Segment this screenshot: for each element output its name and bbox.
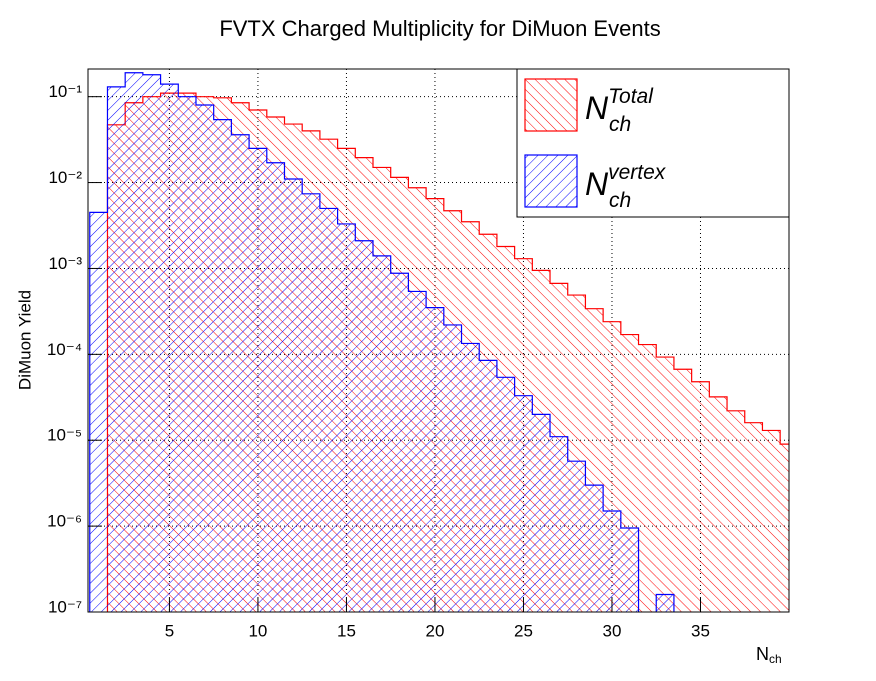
histogram-bar — [284, 179, 303, 612]
legend-label-sub: ch — [609, 113, 631, 136]
chart-title: FVTX Charged Multiplicity for DiMuon Eve… — [219, 16, 660, 41]
histogram-outline — [106, 92, 789, 612]
histogram-bar — [638, 344, 657, 612]
plot-area — [89, 72, 789, 612]
y-axis-label: DiMuon Yield — [15, 290, 34, 390]
y-tick-label: 10⁻³ — [48, 254, 82, 273]
legend-label-main: N — [585, 166, 609, 202]
histogram-bar — [744, 422, 763, 612]
histogram-bar — [496, 377, 515, 612]
histogram-bar — [213, 119, 232, 612]
histogram-bar — [355, 240, 374, 612]
histogram-bar — [390, 273, 409, 612]
histogram-bar — [195, 104, 214, 612]
x-tick-label: 25 — [514, 621, 533, 640]
histogram-bar — [780, 444, 789, 612]
histogram-bar — [709, 396, 728, 612]
histogram-bar — [443, 324, 462, 612]
histogram-bar — [461, 343, 480, 612]
histogram-bar — [550, 436, 568, 612]
x-tick-label: 10 — [248, 621, 267, 640]
x-tick-label: 5 — [165, 621, 174, 640]
y-tick-label: 10⁻⁷ — [48, 597, 82, 616]
legend-label-sup: vertex — [608, 161, 667, 184]
histogram-bar — [231, 134, 250, 612]
histogram-bar — [319, 208, 338, 612]
y-tick-label: 10⁻¹ — [48, 82, 82, 101]
histogram-bar — [673, 369, 692, 612]
histogram-bar — [125, 72, 143, 612]
histogram-bar — [603, 510, 621, 612]
x-axis-label: Nch — [756, 644, 782, 666]
histogram-bar — [656, 357, 674, 612]
legend-label: Nvertex ch — [585, 161, 667, 212]
x-tick-label: 20 — [425, 621, 444, 640]
x-axis-label-main: N — [756, 644, 769, 664]
x-axis-label-sub: ch — [769, 652, 782, 666]
histogram-bar — [426, 307, 444, 612]
histogram-bar — [532, 414, 551, 612]
histogram-bar — [160, 84, 179, 612]
histogram-bar — [249, 148, 267, 612]
histogram-bar — [142, 74, 161, 612]
histogram-bar — [107, 86, 126, 612]
histogram-bar — [514, 395, 533, 612]
histogram-bar — [408, 291, 427, 612]
x-tick-label: 15 — [337, 621, 356, 640]
histogram-bar — [620, 528, 639, 612]
plot-frame — [87, 68, 790, 613]
legend-swatch — [524, 154, 578, 208]
axes: 10⁻⁷ 10⁻⁶ 10⁻⁵ 10⁻⁴ 10⁻³ 10⁻² 10⁻¹ 5 10 15 20 25 30 3… — [47, 82, 710, 640]
legend-label-main: N — [585, 90, 609, 126]
y-tick-label: 10⁻⁵ — [47, 426, 82, 445]
histogram-bar — [762, 430, 781, 612]
histogram-bar — [585, 485, 604, 612]
legend-label-sup: Total — [608, 85, 654, 108]
histogram-bar — [567, 461, 586, 612]
histogram-outline — [89, 72, 675, 612]
x-tick-label: 35 — [691, 621, 710, 640]
histogram-bar — [656, 594, 674, 612]
x-tick-label: 30 — [603, 621, 622, 640]
histogram-bar — [373, 255, 391, 612]
legend-label: NTotal ch — [585, 85, 654, 136]
legend-swatch — [524, 78, 578, 132]
histogram-bar — [178, 96, 196, 612]
histogram-bar — [691, 381, 710, 612]
y-tick-label: 10⁻² — [48, 168, 82, 187]
legend-label-sub: ch — [609, 189, 631, 212]
histogram-bar — [337, 223, 356, 612]
histogram-bar — [479, 360, 497, 612]
y-tick-label: 10⁻⁶ — [47, 512, 82, 531]
histogram-bar — [302, 193, 320, 612]
y-tick-label: 10⁻⁴ — [47, 340, 82, 359]
histogram-bar — [727, 410, 745, 612]
histogram-bar — [89, 212, 108, 612]
histogram-bar — [266, 162, 285, 612]
